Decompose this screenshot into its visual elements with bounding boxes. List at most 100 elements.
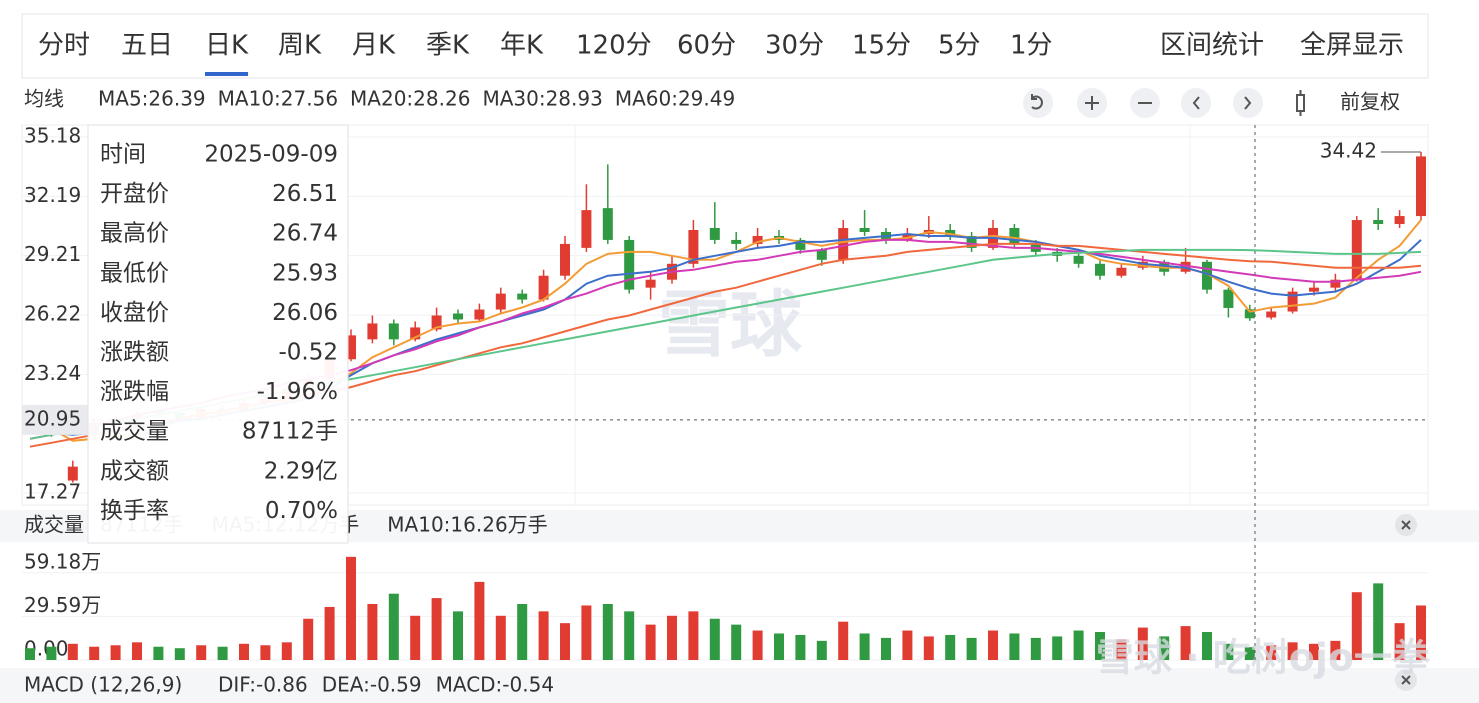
volume-bar [1073, 630, 1084, 660]
candle-body [538, 275, 549, 300]
candle-body [346, 335, 356, 360]
volume-bar [410, 615, 421, 660]
candle-body [688, 229, 699, 264]
volume-bar [388, 593, 399, 660]
volume-bar [560, 623, 570, 660]
action[interactable]: 全屏显示 [1300, 31, 1404, 61]
tab[interactable]: 月K [352, 31, 396, 61]
ma-legend-item: MA20:28.26 [350, 87, 470, 111]
tab[interactable]: 季K [426, 31, 470, 61]
candle-body [517, 293, 528, 300]
candle-body [67, 466, 78, 481]
volume-bar [902, 630, 913, 660]
candle-body [602, 208, 613, 240]
ma-title: 均线 [24, 87, 64, 111]
tab-group: 分时 五日 日K 周K 月K 季K 年K 120分 60分 30分 15分 5分 1分 区间统计 全屏显示 [38, 31, 1404, 76]
volume-bar [1202, 632, 1212, 660]
tooltip-value: 26.74 [272, 221, 338, 247]
tooltip-label: 成交量 [100, 419, 169, 445]
active-underline [205, 72, 249, 76]
undo-icon[interactable] [1023, 88, 1053, 118]
tooltip-label: 涨跌幅 [100, 379, 169, 405]
tooltip-label: 涨跌额 [100, 340, 169, 366]
candle-body [1244, 309, 1255, 319]
candle-body [1223, 289, 1234, 308]
volume-bar [153, 646, 164, 660]
tab[interactable]: 五日 [121, 31, 173, 61]
ma-legend-item: MA10:27.56 [218, 87, 338, 111]
volume-bar [1137, 627, 1148, 660]
volume-bar [795, 634, 806, 660]
volume-bar [838, 621, 849, 660]
corner-watermark: 雪球 · 吃树ojo一拳 [1096, 636, 1431, 680]
volume-bar [196, 645, 207, 660]
volume-bar [1159, 636, 1170, 660]
crosshair-label-bg [22, 404, 88, 435]
volume-bar [1309, 643, 1319, 660]
action[interactable]: 区间统计 [1160, 31, 1264, 61]
volume-bar [324, 606, 335, 660]
candle-body [495, 293, 506, 310]
candle-body [1009, 228, 1020, 244]
candle-body [1309, 287, 1319, 292]
right-icon[interactable] [1233, 88, 1263, 118]
volume-bar [581, 605, 592, 660]
candle-body [474, 309, 485, 320]
macd-legend-item: MACD:-0.54 [436, 673, 554, 697]
tooltip-value: 25.93 [272, 260, 338, 286]
close-volume[interactable] [1395, 514, 1417, 536]
volume-title: 成交量 [24, 513, 84, 537]
candle-body [645, 279, 656, 288]
tooltip-value: 26.51 [272, 181, 338, 207]
tab[interactable]: 1分 [1010, 31, 1053, 61]
volume-bar [517, 604, 528, 660]
y-tick-label: 32.19 [24, 183, 81, 207]
tab[interactable]: 周K [278, 31, 322, 61]
macd-title: MACD (12,26,9) [24, 673, 182, 697]
tab[interactable]: 60分 [677, 31, 736, 61]
tooltip-label: 最高价 [100, 221, 169, 247]
tooltip-value: 0.70% [265, 498, 338, 524]
tooltip-label: 时间 [100, 142, 146, 168]
tooltip-value: 26.06 [272, 300, 338, 326]
macd-legend: DIF:-0.86 DEA:-0.59 MACD:-0.54 [218, 673, 554, 697]
volume-bar [1244, 647, 1255, 660]
left-icon[interactable] [1181, 88, 1211, 118]
macd-legend-item: DIF:-0.86 [218, 673, 308, 697]
tab[interactable]: 日K [205, 31, 249, 61]
volume-bar [110, 645, 121, 660]
volume-bar [132, 642, 142, 660]
volume-bar [1351, 592, 1362, 660]
close-macd[interactable] [1395, 669, 1417, 691]
tooltip-box [87, 124, 349, 544]
tab[interactable]: 分时 [38, 31, 90, 61]
tab[interactable]: 年K [500, 31, 544, 61]
adjust-mode[interactable]: 前复权 [1340, 90, 1400, 114]
ma-legend: MA5:26.39 MA10:27.56 MA20:28.26 MA30:28.93 M… [98, 87, 735, 111]
macd-legend-item: DEA:-0.59 [322, 673, 422, 697]
y-tick-label: 23.24 [24, 361, 81, 385]
tooltip-label: 收盘价 [100, 300, 169, 326]
volume-bar [1223, 643, 1234, 660]
tooltip-label: 最低价 [100, 260, 169, 286]
volume-bar [709, 618, 720, 660]
tab[interactable]: 5分 [938, 31, 981, 61]
candle-body [431, 315, 442, 330]
tab[interactable]: 30分 [765, 31, 824, 61]
volume-bar [1052, 636, 1063, 660]
candle-body [709, 228, 720, 240]
volume-bar [645, 624, 656, 660]
volume-bar [859, 633, 870, 660]
tooltip-value: 2.29亿 [264, 458, 338, 484]
candle-body [1373, 220, 1384, 225]
volume-bar [688, 611, 699, 660]
candle-body [581, 210, 592, 248]
tab[interactable]: 120分 [576, 31, 652, 61]
volume-tick-label: 59.18万 [24, 549, 101, 573]
candle-body [1095, 263, 1105, 276]
tab[interactable]: 15分 [852, 31, 911, 61]
tooltip-label: 换手率 [100, 498, 169, 524]
watermark: 雪球 [658, 283, 803, 367]
candle-body [1330, 279, 1341, 288]
candle-body [838, 228, 849, 260]
